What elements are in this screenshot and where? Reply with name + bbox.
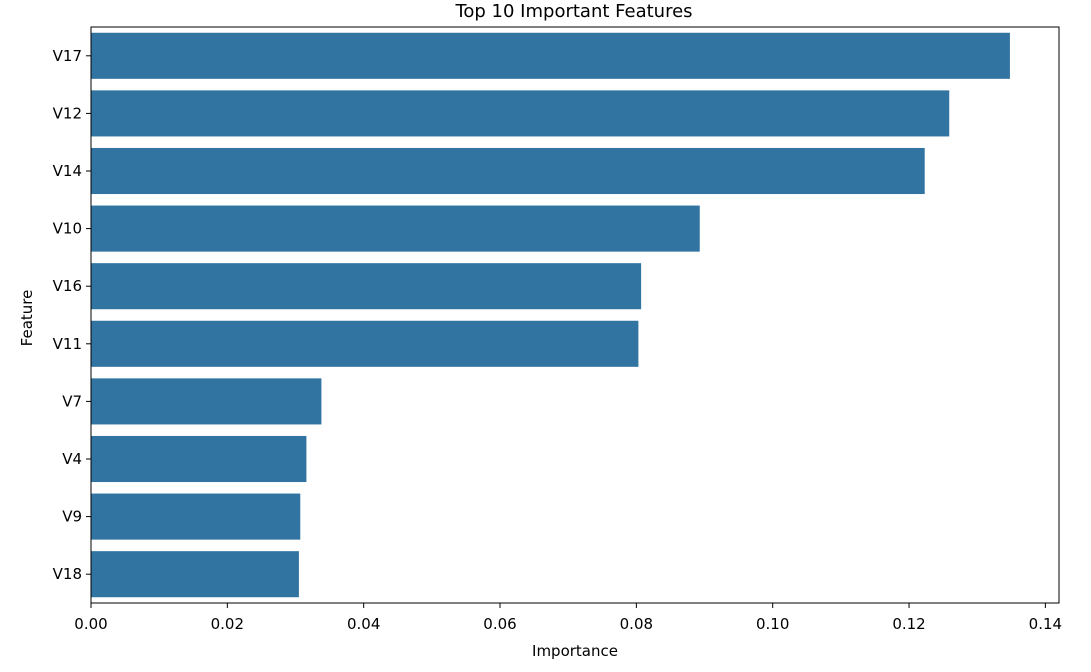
- bar-v4: [91, 435, 307, 483]
- x-tick-label: 0.14: [1029, 615, 1062, 633]
- bar-v7: [91, 378, 322, 425]
- x-tick-label: 0.00: [74, 615, 107, 633]
- x-tick-label: 0.06: [483, 615, 516, 633]
- bar-v18: [91, 551, 299, 598]
- chart-title: Top 10 Important Features: [454, 1, 692, 22]
- bar-v17: [91, 32, 1010, 79]
- y-axis: V17 V12 V14 V10 V16 V11 V7 V4 V9 V18: [53, 47, 91, 583]
- x-tick-label: 0.10: [756, 615, 789, 633]
- bar-v9: [91, 493, 301, 540]
- y-tick-label: V17: [53, 47, 82, 65]
- y-tick-label: V7: [62, 392, 82, 410]
- bar-v12: [91, 90, 950, 137]
- y-tick-label: V18: [53, 565, 82, 583]
- x-axis: 0.00 0.02 0.04 0.06 0.08 0.10 0.12 0.14: [74, 603, 1062, 633]
- bar-v14: [91, 147, 925, 195]
- y-tick-label: V10: [53, 220, 82, 238]
- y-axis-label: Feature: [18, 290, 36, 347]
- y-tick-label: V12: [53, 104, 82, 122]
- bars-group: [91, 32, 1010, 598]
- bar-v16: [91, 263, 642, 310]
- y-tick-label: V9: [62, 508, 82, 526]
- x-tick-label: 0.12: [892, 615, 925, 633]
- y-tick-label: V16: [53, 277, 82, 295]
- x-tick-label: 0.04: [347, 615, 380, 633]
- x-axis-label: Importance: [532, 642, 618, 660]
- bar-v10: [91, 205, 700, 252]
- y-tick-label: V11: [53, 335, 82, 353]
- x-tick-label: 0.08: [620, 615, 653, 633]
- x-tick-label: 0.02: [211, 615, 244, 633]
- y-tick-label: V4: [62, 450, 82, 468]
- y-tick-label: V14: [53, 162, 82, 180]
- bar-v11: [91, 320, 639, 367]
- plot-frame: [90, 26, 1060, 604]
